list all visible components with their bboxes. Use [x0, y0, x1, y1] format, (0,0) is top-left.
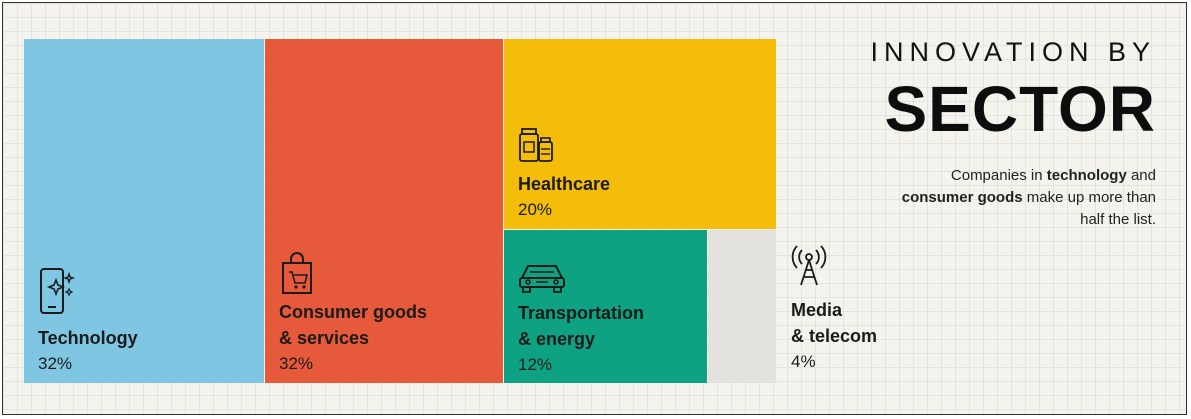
subtitle-text: and: [1126, 167, 1156, 184]
tile-label-transportation: Transportation & energy 12%: [518, 300, 644, 378]
smartphone-icon: [38, 267, 78, 317]
treemap-tile-technology: Technology 32%: [24, 39, 264, 383]
treemap-tile-healthcare: Healthcare 20%: [504, 39, 776, 229]
tile-value: 4%: [791, 352, 816, 371]
tile-value: 20%: [518, 200, 553, 219]
tile-name: Media & telecom: [791, 300, 878, 346]
tile-value: 32%: [38, 354, 73, 373]
tile-name: Transportation & energy: [518, 303, 645, 349]
subtitle-bold-technology: technology: [1046, 167, 1127, 184]
tile-name: Technology: [38, 328, 138, 348]
tile-value: 32%: [279, 354, 314, 373]
tile-name: Consumer goods & services: [279, 302, 428, 348]
medicine-bottles-icon: [518, 125, 558, 165]
subtitle-bold-consumer-goods: consumer goods: [901, 189, 1023, 206]
tile-value: 12%: [518, 355, 553, 374]
tile-label-healthcare: Healthcare 20%: [518, 171, 610, 223]
shopping-bag-icon: [279, 251, 319, 297]
treemap-tile-media: [708, 230, 776, 383]
treemap-tile-transportation: Transportation & energy 12%: [504, 230, 707, 383]
chart-title-main: SECTOR: [884, 73, 1156, 145]
tile-label-consumer-goods: Consumer goods & services 32%: [279, 299, 427, 377]
chart-subtitle: Companies in technology and consumer goo…: [896, 165, 1156, 231]
chart-title-top: INNOVATION BY: [870, 37, 1156, 67]
tile-label-media: Media & telecom 4%: [791, 297, 877, 375]
treemap-tile-consumer-goods: Consumer goods & services 32%: [265, 39, 503, 383]
car-icon: [518, 258, 568, 294]
subtitle-text: Companies in: [950, 167, 1047, 184]
tile-name: Healthcare: [518, 174, 611, 194]
tile-label-technology: Technology 32%: [38, 325, 138, 377]
antenna-tower-icon: [791, 243, 827, 287]
subtitle-text: make up more than half the list.: [1022, 189, 1156, 228]
